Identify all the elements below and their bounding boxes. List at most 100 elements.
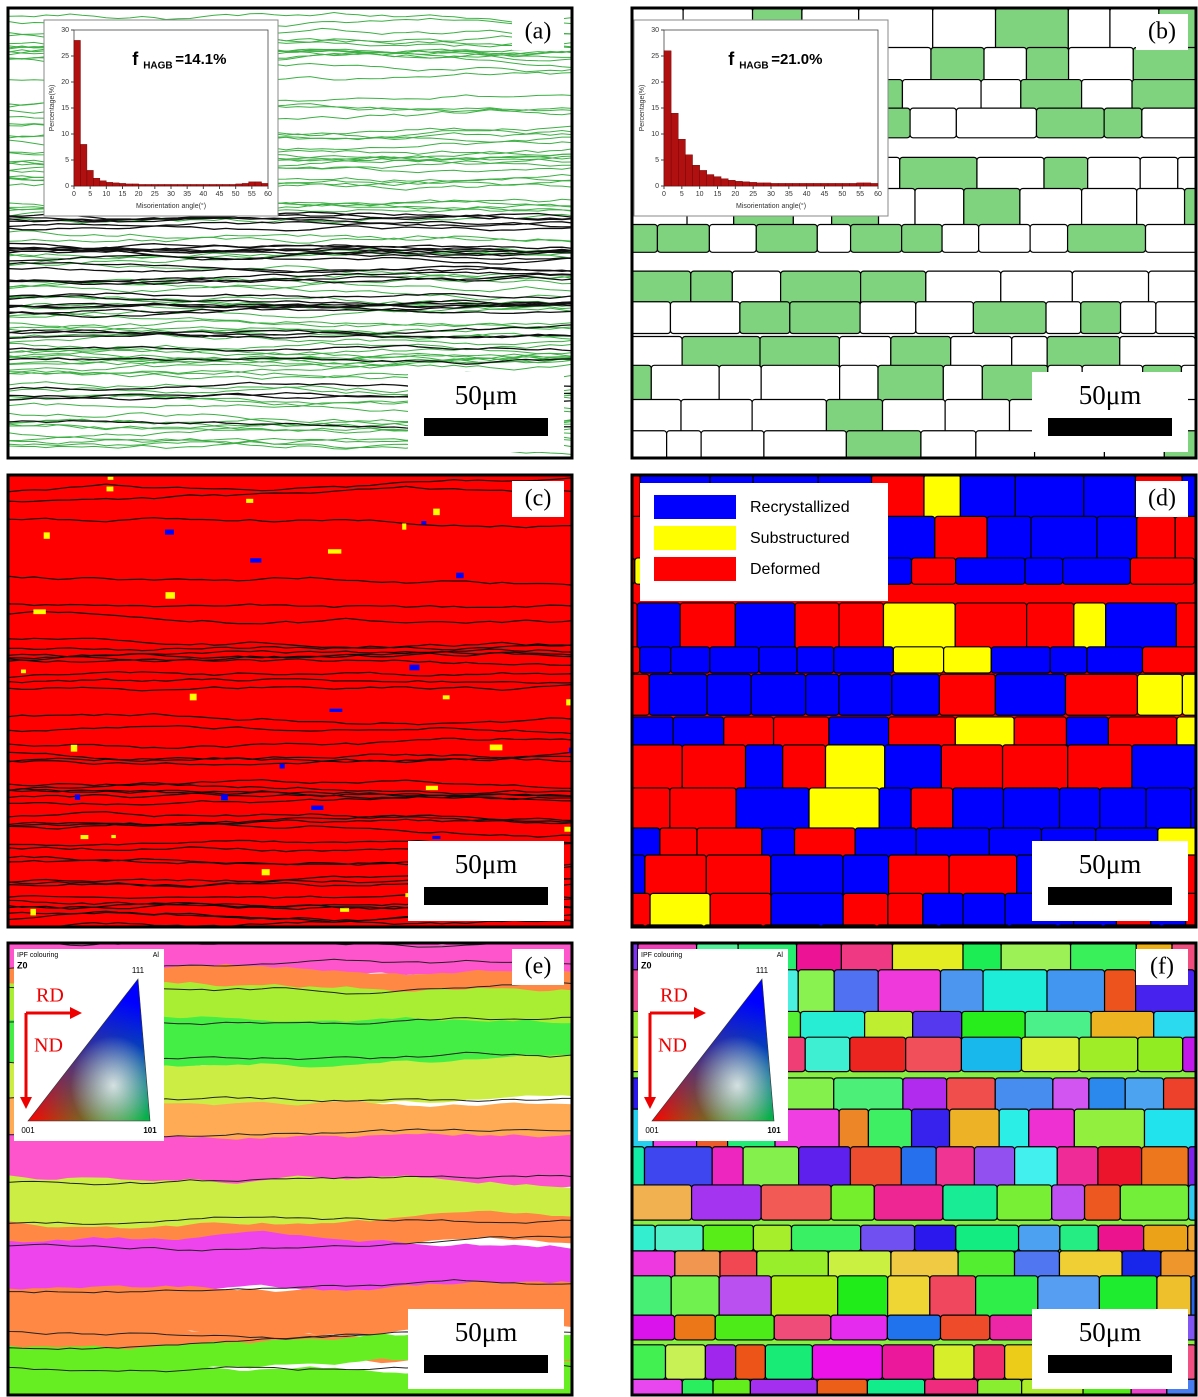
grain	[650, 893, 710, 940]
speck	[311, 806, 323, 810]
grain	[657, 224, 709, 252]
speck	[328, 549, 341, 553]
histogram-bar	[229, 184, 235, 186]
speck	[433, 509, 440, 516]
histogram-bar	[165, 184, 171, 186]
histogram-bar	[87, 170, 93, 186]
panel-label: (f)	[1150, 954, 1174, 980]
grain	[1143, 647, 1198, 673]
grain	[923, 893, 963, 940]
scale-bar	[424, 887, 548, 905]
grain	[1063, 558, 1131, 584]
x-tick-label: 40	[803, 191, 811, 198]
grain	[963, 893, 1005, 940]
histogram-bar	[750, 182, 757, 186]
grain	[1060, 788, 1100, 833]
grain	[806, 674, 839, 715]
histogram-bar	[828, 183, 835, 186]
grain	[578, 108, 625, 138]
x-tick-label: 20	[135, 191, 143, 198]
grain	[889, 717, 956, 747]
histogram-bar	[132, 184, 138, 186]
speck	[432, 836, 440, 839]
grain	[1144, 1225, 1188, 1251]
grain	[915, 1225, 956, 1251]
ipf-corner-101: 101	[143, 1126, 157, 1135]
y-axis-label: Percentage(%)	[49, 85, 56, 132]
panel: 051015202530354045505560051015202530Miso…	[578, 8, 1198, 474]
histogram-bar	[664, 51, 671, 186]
grain	[578, 224, 658, 252]
grain	[1031, 516, 1097, 560]
histogram-bar	[145, 184, 151, 186]
grain	[911, 788, 953, 833]
histogram-bar	[184, 184, 190, 186]
grain	[618, 271, 691, 304]
grain	[781, 271, 861, 304]
annotation-value: =21.0%	[771, 51, 822, 68]
grain	[1021, 1037, 1079, 1071]
grain	[724, 717, 774, 747]
histogram-bar	[714, 177, 721, 186]
ipf-corner-101: 101	[767, 1126, 781, 1135]
speck	[426, 786, 438, 790]
grain	[1047, 970, 1105, 1014]
grain	[598, 717, 673, 747]
grain	[861, 271, 926, 304]
histogram-bar	[171, 184, 177, 186]
histogram-bar	[842, 183, 849, 186]
grain	[1106, 603, 1177, 649]
grain	[921, 431, 976, 474]
grain	[850, 1037, 906, 1071]
x-tick-label: 45	[821, 191, 829, 198]
y-tick-label: 20	[651, 79, 659, 86]
y-tick-label: 25	[651, 53, 659, 60]
grain	[703, 1225, 753, 1251]
histogram-bar	[707, 175, 714, 186]
grain	[1120, 1185, 1188, 1220]
grain	[667, 431, 701, 474]
grain	[1084, 475, 1136, 521]
grain	[655, 1225, 703, 1251]
grain	[765, 1345, 812, 1380]
grain	[934, 1345, 974, 1380]
grain	[759, 647, 797, 673]
histogram-bar	[800, 183, 807, 186]
grain	[812, 1345, 882, 1380]
grain	[771, 893, 843, 940]
histogram-bar	[757, 183, 764, 186]
x-tick-label: 25	[749, 191, 757, 198]
panel: (c)50μm	[0, 475, 575, 930]
speck	[165, 530, 174, 535]
legend-label: Recrystallized	[750, 499, 850, 516]
speck	[107, 487, 114, 492]
grain	[973, 302, 1046, 334]
scale-bar	[424, 418, 548, 436]
histogram-bar	[152, 184, 158, 186]
grain	[809, 788, 879, 833]
grain	[1060, 1225, 1098, 1251]
x-tick-label: 50	[838, 191, 846, 198]
histogram-bar	[236, 184, 242, 186]
legend-label: Deformed	[750, 561, 820, 578]
grain	[893, 647, 943, 673]
panel: IPF colouringAlZ0RDND111001101(e)50μm	[0, 941, 574, 1397]
panel-label: (a)	[525, 19, 552, 45]
speck	[221, 794, 228, 800]
histogram-bar	[93, 178, 99, 186]
scale-bar-label: 50μm	[455, 849, 517, 879]
grain	[1121, 302, 1156, 334]
histogram-bar	[685, 155, 692, 186]
legend-swatch	[654, 495, 736, 519]
panel-label: (e)	[525, 954, 552, 980]
ipf-corner-111: 111	[756, 966, 769, 975]
grain	[753, 1225, 791, 1251]
ipf-corner-001: 001	[21, 1126, 35, 1135]
histogram-bar	[807, 183, 814, 186]
speck	[246, 499, 253, 503]
grain	[774, 717, 829, 747]
grain	[940, 1315, 989, 1340]
grain	[1137, 516, 1175, 560]
panel-label: (d)	[1148, 486, 1176, 512]
